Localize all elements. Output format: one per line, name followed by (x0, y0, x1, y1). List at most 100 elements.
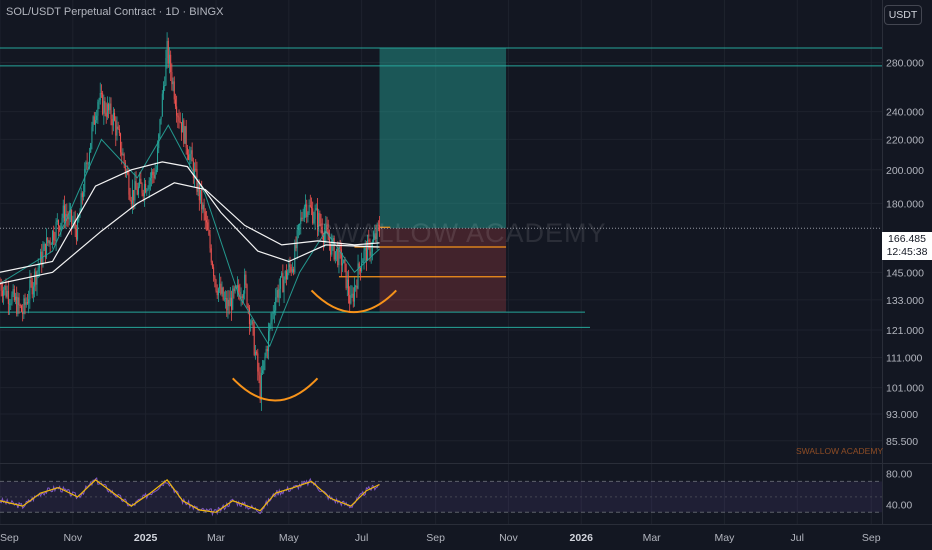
time-tick-label: Mar (643, 532, 662, 544)
candle-body (38, 264, 40, 268)
candle-body (62, 205, 64, 218)
candle-body (131, 189, 133, 204)
candle-body (316, 208, 318, 227)
candle-body (165, 58, 167, 86)
candle-body (328, 239, 330, 244)
candle-body (30, 280, 32, 282)
candle-body (172, 81, 174, 85)
candle-body (320, 223, 322, 227)
price-tick-label: 133.000 (886, 295, 924, 307)
candle-body (290, 266, 292, 272)
candle-body (157, 148, 159, 170)
candle-body (47, 237, 49, 243)
candle-body (63, 205, 65, 221)
candle-body (127, 170, 129, 175)
candle-body (7, 290, 9, 304)
candle-body (309, 205, 311, 207)
time-tick-label: May (279, 532, 300, 544)
candle-body (52, 230, 54, 245)
symbol-title[interactable]: SOL/USDT Perpetual Contract · 1D · BINGX (6, 6, 224, 18)
watermark-large: SWALLOW ACADEMY (315, 218, 607, 248)
candle-body (269, 324, 271, 332)
candle-body (213, 267, 215, 277)
candle-body (41, 251, 43, 266)
candle-body (336, 248, 338, 252)
price-tick-label: 180.000 (886, 198, 924, 210)
candle-body (291, 269, 293, 272)
time-tick-label: Jul (791, 532, 804, 544)
rsi-tick-label: 80.00 (886, 469, 912, 481)
candle-body (25, 302, 27, 305)
candle-body (49, 240, 51, 245)
candle-body (57, 220, 59, 227)
position-zones (379, 47, 507, 313)
candle-body (3, 289, 5, 296)
candle-body (54, 240, 56, 242)
candle-body (13, 289, 15, 301)
candle-body (117, 126, 119, 129)
candle-body (80, 193, 82, 212)
candle-body (134, 181, 136, 201)
candle-body (345, 263, 347, 289)
candle-body (313, 219, 315, 224)
candle-body (136, 189, 138, 195)
candle-body (252, 320, 254, 327)
candle-body (180, 122, 182, 133)
candle-body (91, 126, 93, 144)
candle-body (350, 295, 352, 304)
candle-body (129, 194, 131, 201)
candle-body (351, 293, 353, 296)
candle-body (225, 298, 227, 299)
candle-body (215, 279, 217, 291)
candle-body (192, 161, 194, 179)
candle-body (375, 233, 377, 240)
candle-body (186, 147, 188, 155)
candle-body (314, 209, 316, 220)
candle-body (65, 214, 67, 221)
candle-body (289, 264, 291, 267)
currency-button[interactable]: USDT (884, 5, 922, 25)
candle-body (105, 112, 107, 117)
candle-body (264, 356, 266, 361)
candle-body (154, 172, 156, 179)
candle-body (9, 303, 11, 305)
candle-body (22, 311, 24, 315)
candle-body (221, 287, 223, 294)
candle-body (220, 283, 222, 294)
candle-body (359, 268, 361, 272)
candle-body (203, 204, 205, 212)
candle-body (151, 171, 153, 178)
candle-body (229, 297, 231, 307)
candle-body (67, 216, 69, 220)
candle-body (137, 186, 139, 195)
candle-body (28, 299, 30, 304)
candle-body (98, 100, 100, 103)
candle-body (259, 375, 261, 400)
candle-body (29, 280, 31, 300)
candle-body (201, 189, 203, 210)
candle-body (23, 298, 25, 315)
candle-body (303, 206, 305, 219)
candle-body (276, 290, 278, 298)
candle-body (239, 291, 241, 299)
rsi-tick-label: 40.00 (886, 500, 912, 512)
candle-body (202, 204, 204, 210)
last-price-tag: 166.485 12:45:38 (882, 232, 932, 260)
candle-body (190, 150, 192, 154)
candle-body (153, 174, 155, 179)
candle-body (177, 115, 179, 118)
candle-body (116, 126, 118, 136)
candle-body (253, 326, 255, 355)
candle-body (370, 251, 372, 256)
candle-body (94, 120, 96, 125)
candle-body (300, 217, 302, 225)
candle-body (16, 296, 18, 314)
candle-body (210, 248, 212, 263)
candle-body (299, 224, 301, 226)
candle-body (275, 297, 277, 311)
candle-body (159, 119, 161, 135)
candle-body (118, 128, 120, 134)
candle-body (333, 238, 335, 260)
price-tick-label: 200.000 (886, 165, 924, 177)
